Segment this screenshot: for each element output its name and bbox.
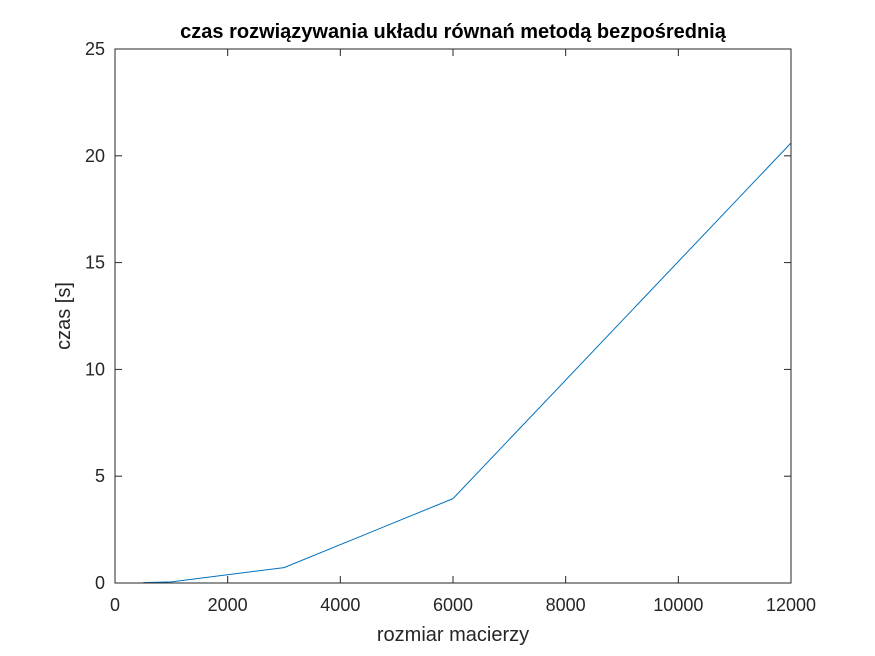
chart-title: czas rozwiązywania układu równań metodą … — [180, 21, 727, 43]
y-tick-label: 25 — [85, 39, 105, 59]
series-line — [143, 142, 792, 584]
plot-area — [115, 49, 791, 583]
x-tick-label: 10000 — [653, 595, 703, 615]
y-tick-label: 10 — [85, 359, 105, 379]
y-axis-title: czas [s] — [53, 282, 75, 350]
x-tick-label: 6000 — [433, 595, 473, 615]
x-tick-label: 0 — [110, 595, 120, 615]
series-layer — [143, 142, 792, 584]
y-tick-label: 5 — [95, 466, 105, 486]
axes-box — [114, 48, 792, 584]
y-tick-label: 15 — [85, 253, 105, 273]
y-tick-label: 20 — [85, 146, 105, 166]
x-tick-label: 4000 — [320, 595, 360, 615]
tick-labels-layer: 0 2000 4000 6000 8000 10000 12000 0 5 10 15 20 25 — [85, 39, 816, 615]
x-axis-title: rozmiar macierzy — [377, 624, 529, 646]
x-tick-label: 8000 — [546, 595, 586, 615]
y-tick-label: 0 — [95, 573, 105, 593]
x-tick-label: 12000 — [766, 595, 816, 615]
x-tick-label: 2000 — [208, 595, 248, 615]
